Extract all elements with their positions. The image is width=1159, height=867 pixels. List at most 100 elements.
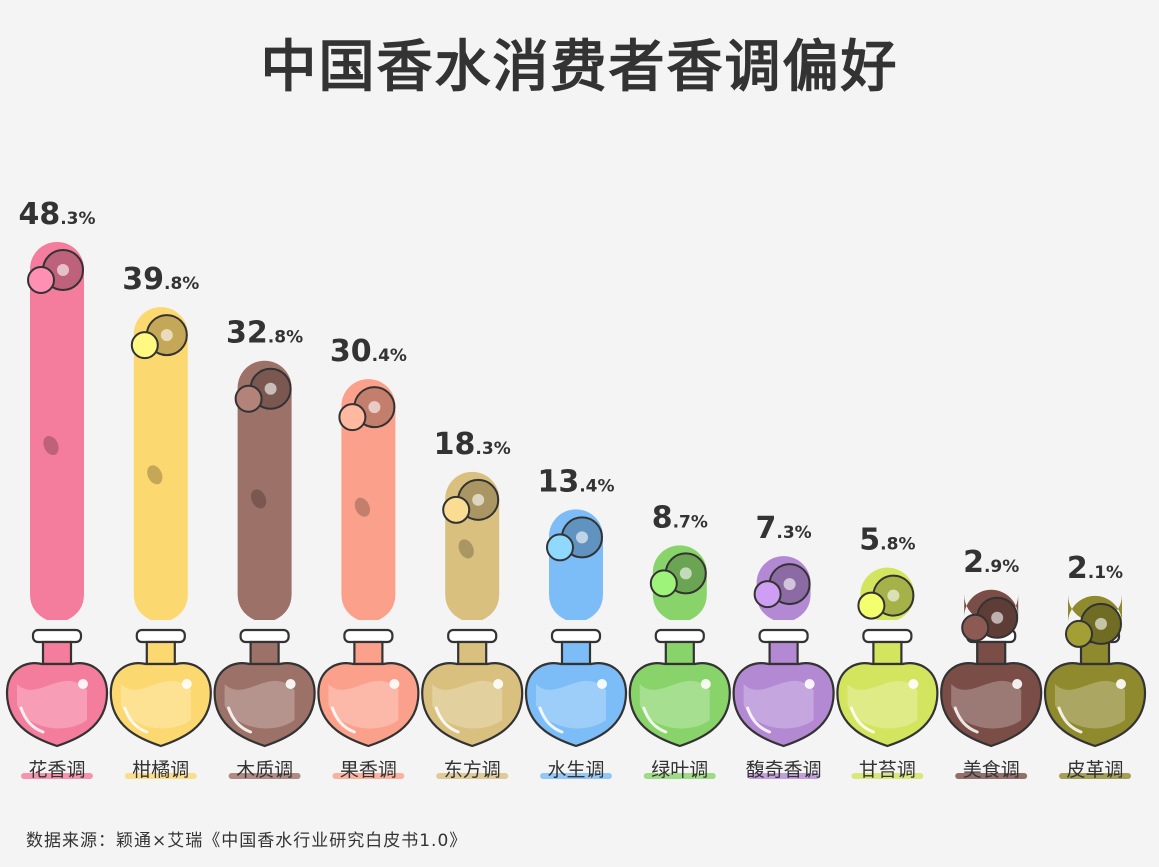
bottle-rim <box>31 628 83 644</box>
category-label: 甘苔调 <box>859 759 916 781</box>
leaf-icon <box>649 552 707 598</box>
value-label: 13.4% <box>537 464 614 499</box>
bottle-gloss <box>953 706 979 734</box>
label-underline <box>643 773 716 779</box>
chocolate-icon <box>961 596 1019 642</box>
bar <box>237 360 292 620</box>
bottle-bubble <box>1116 679 1126 689</box>
moss-icon <box>857 574 915 620</box>
bottle-shine <box>432 680 503 729</box>
petal-decoration <box>354 497 371 517</box>
bottle-bubble <box>597 679 607 689</box>
bottle-shine <box>120 680 191 729</box>
category-label: 水生调 <box>547 759 604 781</box>
fruit-icon <box>338 386 396 432</box>
bottle-gloss <box>642 706 668 734</box>
bottle-bubble <box>908 679 919 689</box>
bar-group: 48.3% 花香调 <box>5 197 109 781</box>
bottle-bubble <box>78 679 88 689</box>
bottle-gloss <box>330 706 356 734</box>
bottle-gloss <box>849 706 875 734</box>
value-label: 48.3% <box>18 197 95 232</box>
category-label: 美食调 <box>963 759 1020 781</box>
bottle-bubble <box>700 679 711 689</box>
value-label: 8.7% <box>652 500 708 535</box>
bottle-neck <box>457 640 488 666</box>
bottle-bubble <box>285 679 296 689</box>
bar-group: 5.8% 甘苔调 <box>836 523 939 781</box>
value-label: 18.3% <box>434 427 511 462</box>
bottle-neck <box>41 640 73 666</box>
petal-decoration <box>147 465 163 485</box>
spice-icon <box>442 478 500 524</box>
bottle-shine <box>536 680 606 729</box>
category-label: 馥奇香调 <box>746 759 822 781</box>
petal-decoration <box>250 489 267 509</box>
bottle-shine <box>17 680 87 729</box>
bottle-neck <box>872 640 903 666</box>
bar-group: 2.1% 皮革调 <box>1043 551 1147 781</box>
bar-group: 32.8% 木质调 <box>213 316 316 781</box>
category-label: 绿叶调 <box>651 759 708 781</box>
bottle-neck <box>664 640 695 666</box>
bottle-gloss <box>434 706 460 734</box>
wave-icon <box>546 516 603 562</box>
flower-icon <box>27 249 84 294</box>
bottle-gloss <box>19 706 45 734</box>
bottle-neck <box>560 640 592 666</box>
value-label: 39.8% <box>122 262 199 297</box>
value-label: 2.9% <box>963 545 1019 580</box>
bottle-rim <box>447 628 498 644</box>
wood-icon <box>234 367 292 413</box>
category-label: 皮革调 <box>1066 759 1123 781</box>
bar-group: 39.8% 柑橘调 <box>109 262 212 781</box>
category-label: 花香调 <box>28 759 85 781</box>
bottle-neck <box>976 640 1007 666</box>
leather-icon <box>1065 602 1122 648</box>
bar-group: 7.3% 馥奇香调 <box>732 511 835 781</box>
bottle-neck <box>768 640 799 666</box>
label-underline <box>124 773 197 779</box>
label-underline <box>747 773 820 779</box>
bar-group: 30.4% 果香调 <box>317 334 420 781</box>
bottle-bubble <box>1012 679 1023 689</box>
label-underline <box>540 773 612 779</box>
label-underline <box>955 773 1028 779</box>
bottle-shine <box>951 680 1022 729</box>
value-label: 32.8% <box>226 316 303 351</box>
bottle-bubble <box>804 679 815 689</box>
label-underline <box>436 773 509 779</box>
bottle-neck <box>145 640 176 666</box>
bottle-bubble <box>389 679 400 689</box>
bottle-rim <box>550 628 602 644</box>
label-underline <box>1059 773 1131 779</box>
bar <box>341 379 396 620</box>
bar <box>133 307 188 620</box>
label-underline <box>228 773 301 779</box>
bar-group: 2.9% 美食调 <box>940 545 1043 781</box>
category-label: 柑橘调 <box>132 759 189 781</box>
bottle-gloss <box>746 706 772 734</box>
bottle-shine <box>847 680 918 729</box>
bottle-gloss <box>538 706 564 734</box>
bottle-rim <box>862 628 913 644</box>
lavender-icon <box>753 563 811 609</box>
bar-group: 8.7% 绿叶调 <box>628 500 731 781</box>
bar-group: 13.4% 水生调 <box>524 464 628 781</box>
petal-decoration <box>43 435 59 456</box>
value-label: 30.4% <box>330 334 407 369</box>
petal-decoration <box>458 539 474 559</box>
page-title: 中国香水消费者香调偏好 <box>260 35 899 100</box>
bottle-shine <box>639 680 710 729</box>
bottle-rim <box>654 628 705 644</box>
bottle-rim <box>343 628 394 644</box>
category-label: 东方调 <box>444 759 501 781</box>
label-underline <box>851 773 924 779</box>
bottle-neck <box>353 640 384 666</box>
label-underline <box>21 773 93 779</box>
value-label: 2.1% <box>1067 551 1123 586</box>
bottle-neck <box>249 640 280 666</box>
bottle-gloss <box>227 706 253 734</box>
citrus-icon <box>130 314 188 360</box>
